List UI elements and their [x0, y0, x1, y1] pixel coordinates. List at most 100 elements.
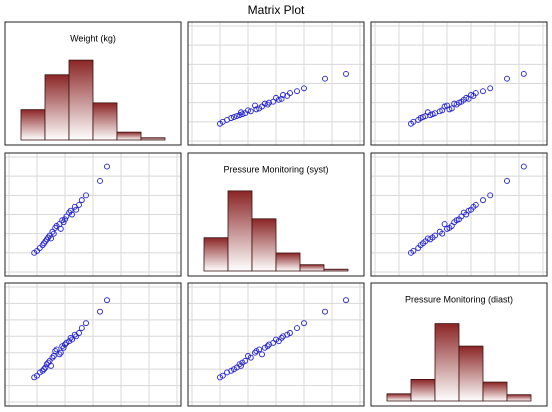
- point: [53, 346, 60, 353]
- point: [427, 112, 434, 119]
- point: [301, 320, 307, 327]
- histogram-bar: [410, 378, 436, 402]
- point: [34, 247, 40, 254]
- point: [417, 242, 424, 249]
- point: [422, 238, 429, 245]
- point: [427, 236, 434, 243]
- point: [343, 70, 349, 77]
- point: [242, 110, 249, 117]
- point: [301, 85, 307, 92]
- panel-border: [4, 282, 182, 407]
- histogram-bar: [20, 109, 46, 141]
- panel-border: [187, 152, 365, 277]
- point: [104, 163, 110, 170]
- point: [78, 325, 85, 332]
- point: [233, 113, 240, 120]
- point: [63, 213, 70, 220]
- point: [253, 106, 260, 113]
- point: [264, 101, 271, 108]
- point: [259, 351, 265, 358]
- point: [253, 348, 260, 355]
- point: [39, 242, 46, 249]
- point: [49, 228, 56, 235]
- point: [48, 235, 54, 242]
- point: [67, 207, 74, 214]
- point: [504, 75, 510, 82]
- point: [436, 228, 443, 235]
- point: [453, 217, 460, 224]
- point: [270, 339, 277, 346]
- point: [45, 359, 52, 366]
- point: [465, 95, 472, 102]
- panel-border: [370, 282, 548, 407]
- panel-border: [187, 282, 365, 407]
- panel-title: Pressure Monitoring (syst): [223, 164, 328, 174]
- histogram-bar: [434, 323, 460, 402]
- point: [441, 221, 448, 228]
- panel-border: [4, 21, 182, 146]
- panel-title: Pressure Monitoring (diast): [405, 294, 513, 304]
- point: [83, 320, 89, 327]
- histogram-bar: [44, 74, 70, 141]
- point: [410, 247, 417, 254]
- point: [239, 111, 246, 118]
- point: [66, 338, 73, 345]
- point: [219, 372, 226, 379]
- point: [278, 95, 285, 102]
- point: [446, 224, 453, 231]
- point: [470, 93, 477, 99]
- point: [480, 197, 486, 204]
- point: [52, 348, 59, 355]
- point: [97, 308, 103, 315]
- point: [270, 98, 277, 105]
- point: [59, 343, 66, 350]
- point: [49, 354, 56, 361]
- point: [252, 349, 258, 356]
- point: [520, 163, 527, 170]
- point: [219, 118, 226, 125]
- point: [446, 106, 453, 113]
- panel-border: [187, 21, 365, 146]
- histogram-bar: [482, 381, 508, 402]
- point: [67, 334, 74, 341]
- point: [104, 297, 110, 304]
- point: [284, 331, 291, 338]
- point: [56, 351, 63, 358]
- point: [236, 361, 243, 368]
- point: [57, 349, 64, 356]
- histogram-bar: [227, 190, 253, 272]
- point: [487, 85, 494, 92]
- point: [228, 367, 235, 374]
- point: [487, 192, 494, 199]
- histogram-bar: [275, 252, 301, 272]
- point: [247, 354, 254, 361]
- panel-border: [370, 152, 548, 277]
- point: [504, 178, 510, 184]
- point: [261, 100, 268, 107]
- point: [236, 112, 243, 119]
- panel-border: [370, 21, 548, 146]
- histogram-bar: [140, 137, 166, 141]
- histogram-bar: [116, 131, 142, 141]
- histogram-bar: [203, 237, 229, 272]
- point: [228, 115, 235, 121]
- point: [278, 334, 285, 341]
- histogram-bar: [323, 268, 349, 272]
- histogram-bar: [506, 394, 532, 402]
- point: [284, 93, 291, 99]
- point: [247, 108, 254, 115]
- point: [275, 96, 282, 103]
- point: [480, 88, 486, 95]
- point: [417, 115, 424, 121]
- point: [83, 192, 89, 199]
- point: [280, 92, 286, 98]
- point: [453, 101, 460, 108]
- point: [52, 224, 59, 231]
- point: [71, 331, 78, 338]
- point: [322, 308, 328, 315]
- point: [322, 75, 328, 82]
- point: [62, 216, 68, 223]
- point: [78, 197, 85, 204]
- histogram-bar: [251, 218, 277, 272]
